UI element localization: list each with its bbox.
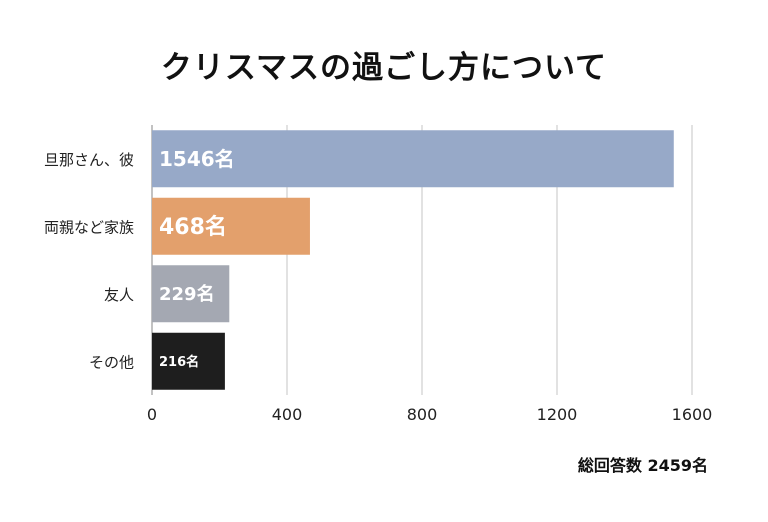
category-label: 旦那さん、彼 [44,151,134,169]
category-label: 両親など家族 [44,218,134,236]
data-label: 216名 [159,354,199,370]
x-tick-label: 1200 [537,405,578,424]
data-label: 229名 [159,283,215,305]
bars [152,130,674,390]
x-tick-label: 1600 [672,405,713,424]
chart-title: クリスマスの過ごし方について [160,50,608,86]
x-tick-label: 0 [147,405,157,424]
category-label: その他 [89,353,134,371]
total-responses-note: 総回答数 2459名 [577,456,708,475]
bar [152,130,674,188]
category-label: 友人 [104,286,134,304]
data-label: 468名 [159,214,227,240]
x-tick-labels: 0 400 800 1200 1600 [147,405,712,424]
data-labels: 1546名 468名 229名 216名 [159,147,235,370]
data-label: 1546名 [159,147,235,171]
x-tick-label: 800 [407,405,438,424]
x-tick-label: 400 [272,405,303,424]
bar [152,332,225,390]
bar [152,265,230,323]
bar [152,197,310,255]
